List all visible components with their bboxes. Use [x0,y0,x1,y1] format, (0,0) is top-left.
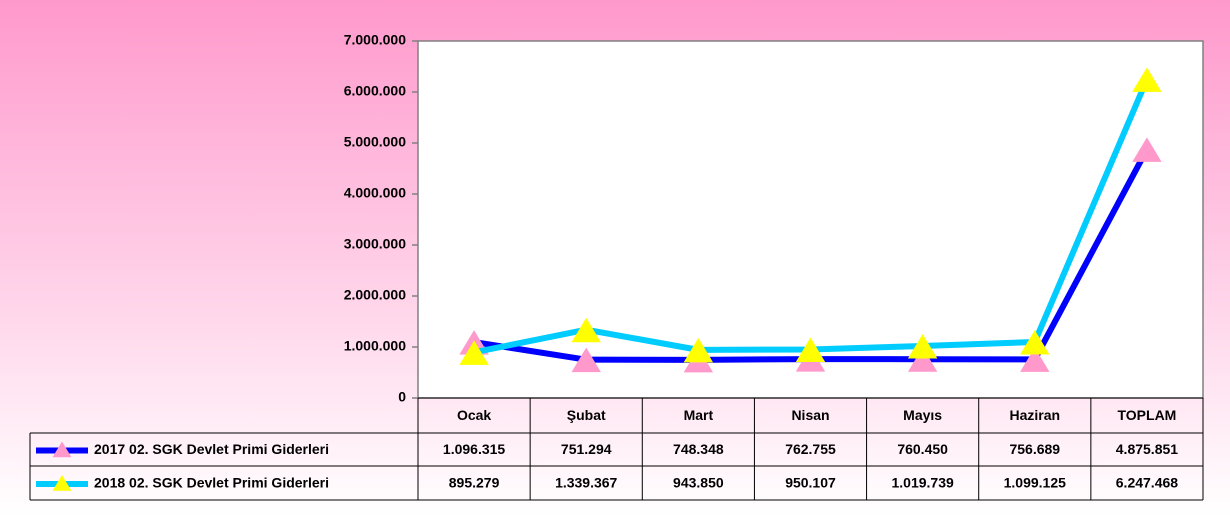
category-label: TOPLAM [1117,407,1176,423]
y-tick-label: 0 [398,389,406,405]
category-label: Nisan [791,407,829,423]
legend-label: 2017 02. SGK Devlet Primi Giderleri [94,441,329,457]
series-marker [907,347,938,372]
table-value: 760.450 [897,441,948,457]
table-value: 1.096.315 [443,441,505,457]
series-marker [1132,67,1162,92]
table-value: 4.875.851 [1116,441,1178,457]
y-tick-label: 1.000.000 [344,338,406,354]
series-marker [1020,347,1050,372]
category-label: Şubat [567,407,606,423]
y-tick-label: 3.000.000 [344,236,406,252]
table-value: 748.348 [673,441,724,457]
y-tick-label: 5.000.000 [344,134,406,150]
table-value: 762.755 [785,441,836,457]
table-value: 6.247.468 [1116,475,1178,491]
legend-marker [52,475,72,491]
category-label: Ocak [457,407,491,423]
series-marker [683,337,714,363]
table-value: 943.850 [673,475,724,491]
category-label: Haziran [1009,407,1060,423]
y-tick-label: 2.000.000 [344,287,406,303]
legend-label: 2018 02. SGK Devlet Primi Giderleri [94,475,329,491]
series-marker [795,337,826,363]
series-marker [571,317,601,343]
table-value: 950.107 [785,475,836,491]
series-marker [459,340,489,365]
series-marker [1020,329,1050,355]
table-value: 895.279 [449,475,500,491]
table-value: 1.019.739 [891,475,953,491]
category-label: Mayıs [903,407,942,423]
category-label: Mart [684,407,714,423]
series-marker [571,347,601,373]
table-value: 751.294 [561,441,612,457]
table-value: 756.689 [1009,441,1060,457]
series-marker [1132,137,1162,162]
y-tick-label: 4.000.000 [344,185,406,201]
table-value: 1.339.367 [555,475,617,491]
series-marker [907,333,938,359]
y-tick-label: 6.000.000 [344,83,406,99]
legend-marker [52,441,72,458]
table-value: 1.099.125 [1004,475,1066,491]
y-tick-label: 7.000.000 [344,32,406,48]
